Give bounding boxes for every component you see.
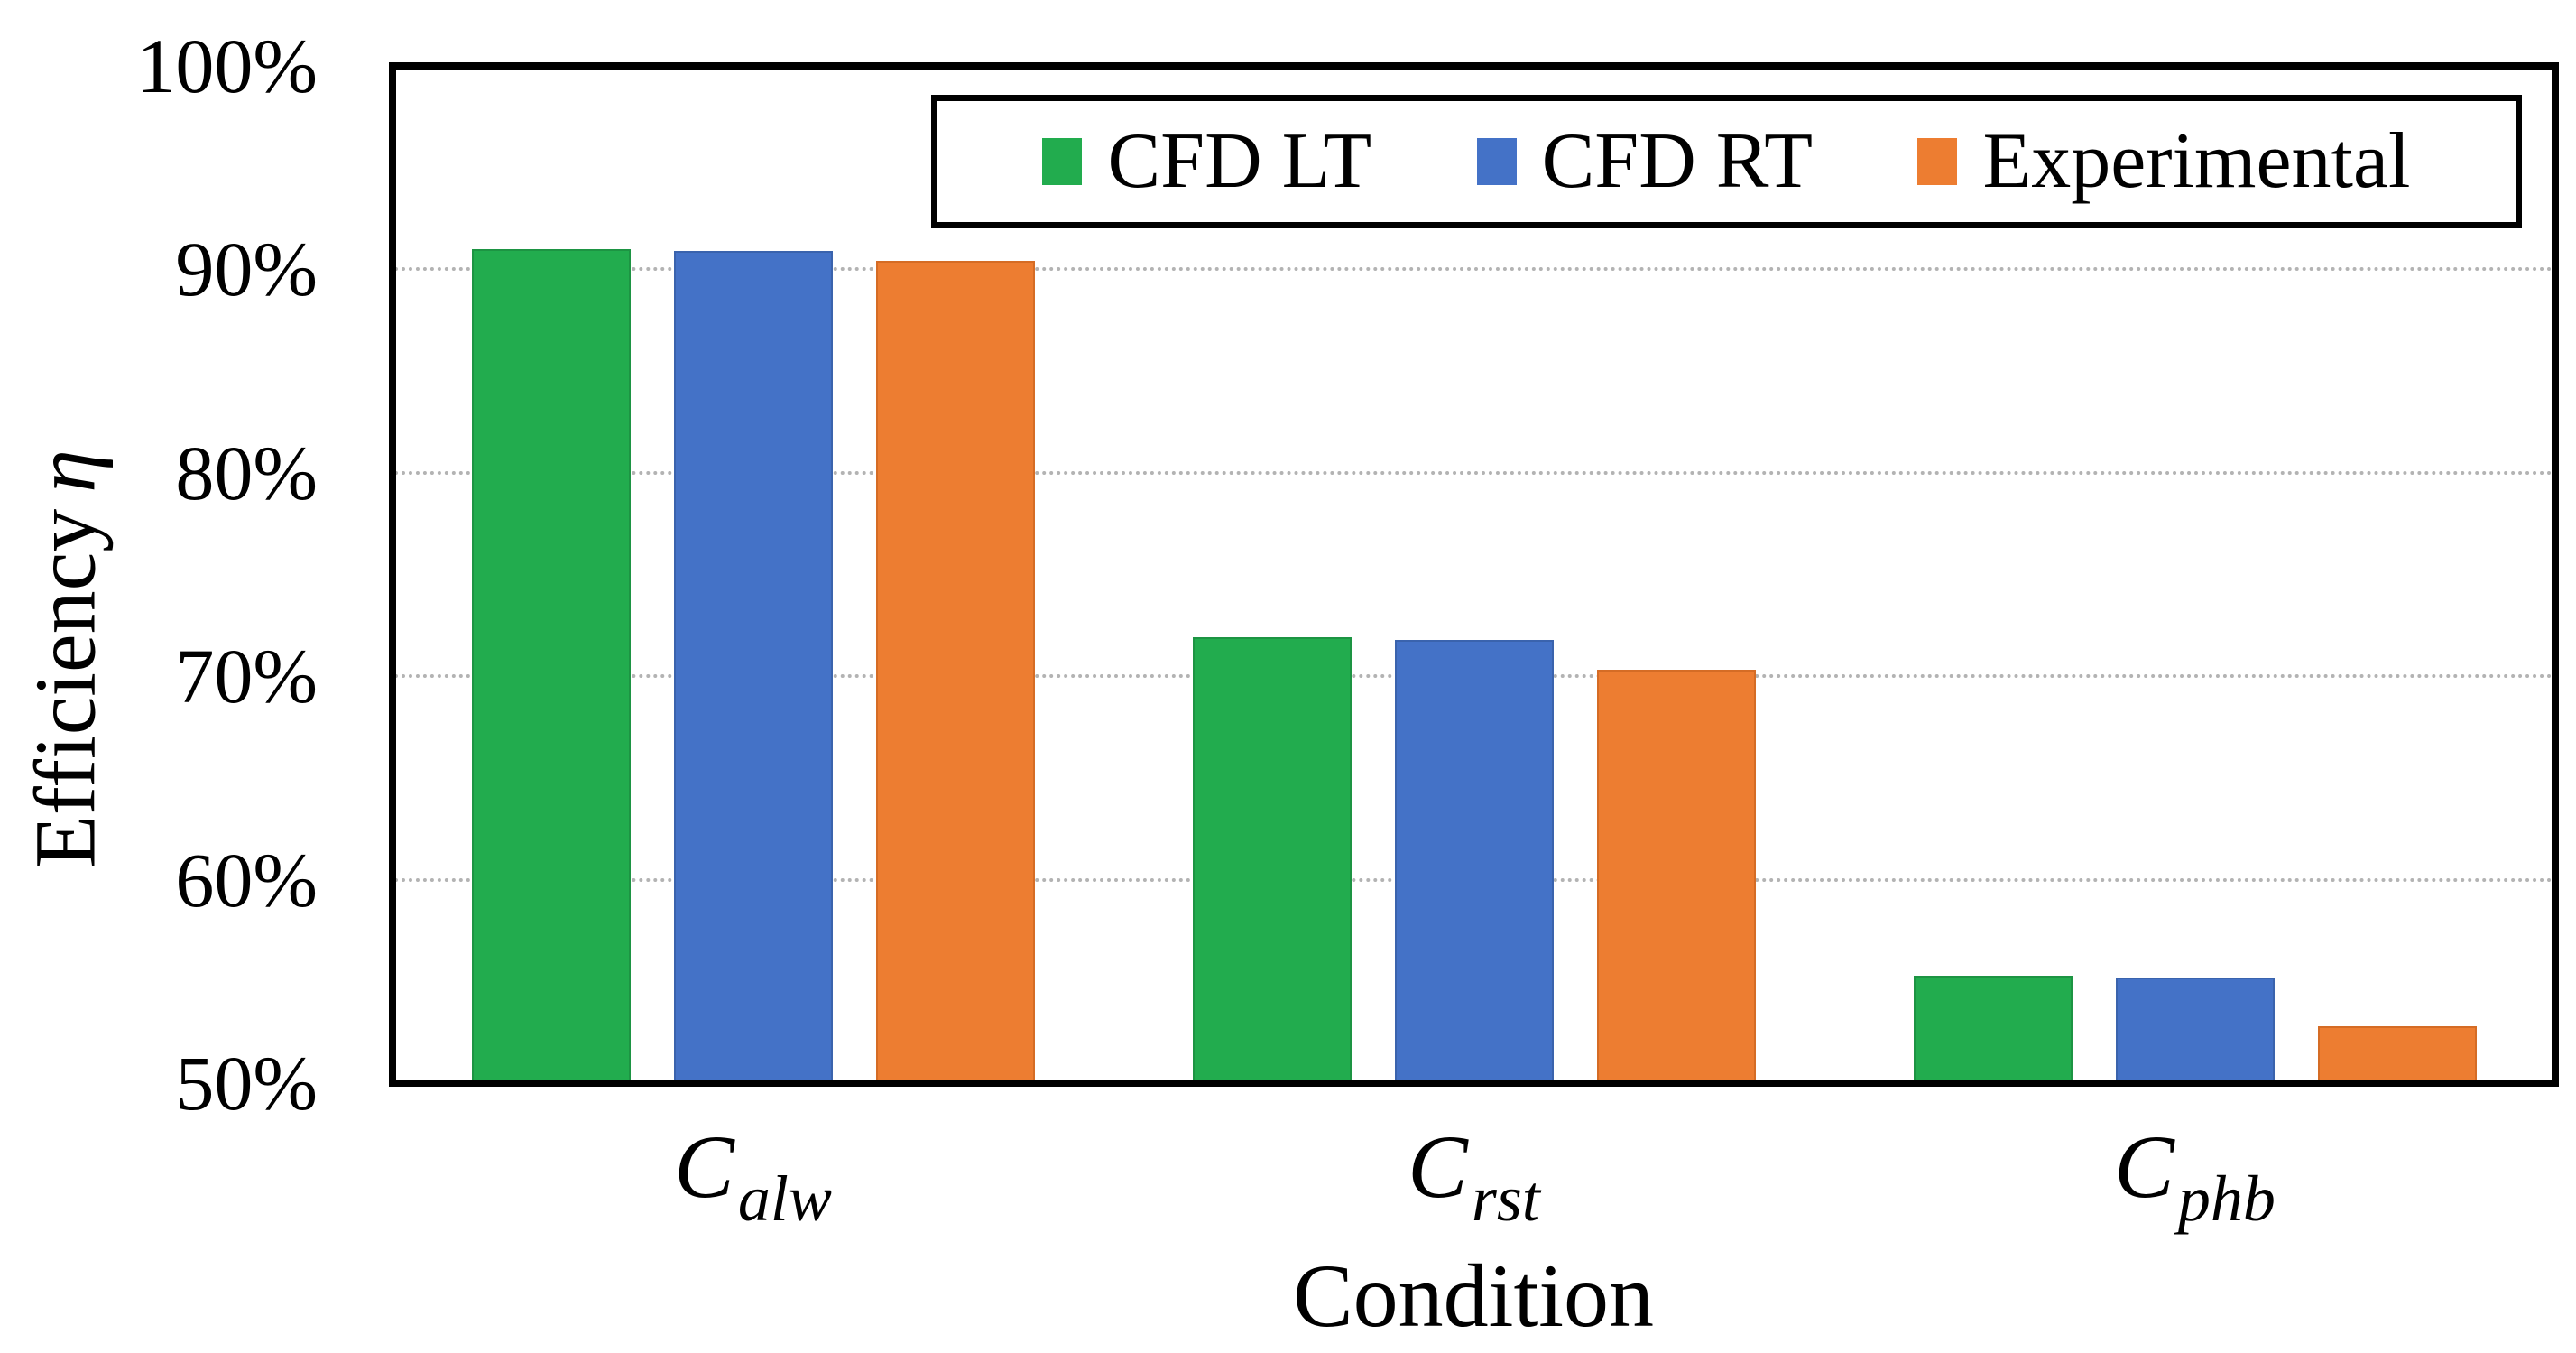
bar-cfd-rt-Crst [1394, 639, 1554, 1083]
legend-item-cfd-lt: CFD LT [1042, 118, 1371, 205]
legend-label: CFD RT [1541, 117, 1813, 205]
bar-cfd-lt-Crst [1192, 637, 1352, 1083]
bar-experimental-Calw [875, 261, 1035, 1083]
category-base: C [2114, 1117, 2174, 1217]
category-subscript: alw [737, 1163, 832, 1235]
legend-label: Experimental [1982, 117, 2411, 205]
legend-swatch-icon [1917, 138, 1958, 185]
x-axis-title: Condition [1292, 1246, 1655, 1346]
y-tick-label-70: 70% [175, 633, 318, 720]
bar-cfd-rt-Cphb [2115, 977, 2275, 1083]
legend-label: CFD LT [1107, 117, 1372, 205]
category-base: C [674, 1117, 734, 1217]
bar-experimental-Cphb [2317, 1025, 2477, 1083]
category-subscript: rst [1471, 1163, 1540, 1235]
y-tick-label-80: 80% [175, 429, 318, 516]
legend-swatch-icon [1476, 138, 1517, 185]
category-subscript: phb [2177, 1163, 2276, 1235]
x-category-label-Cphb: Cphb [1961, 1117, 2430, 1248]
bar-experimental-Crst [1596, 670, 1756, 1083]
y-tick-label-60: 60% [175, 836, 318, 923]
x-category-label-Crst: Crst [1240, 1117, 1709, 1248]
gridline-90 [394, 267, 2553, 272]
legend: CFD LT CFD RT Experimental [931, 95, 2522, 228]
y-tick-label-90: 90% [175, 226, 318, 313]
y-tick-label-100: 100% [136, 23, 318, 109]
legend-swatch-icon [1042, 138, 1083, 185]
bar-cfd-lt-Cphb [1913, 975, 2073, 1083]
bar-cfd-lt-Calw [471, 248, 631, 1083]
category-base: C [1408, 1117, 1468, 1217]
gridline-80 [394, 470, 2553, 475]
legend-item-cfd-rt: CFD RT [1476, 117, 1813, 205]
legend-item-experimental: Experimental [1917, 118, 2410, 205]
x-category-label-Calw: Calw [519, 1117, 988, 1248]
y-tick-label-50: 50% [175, 1040, 318, 1126]
bar-cfd-rt-Calw [673, 251, 833, 1083]
